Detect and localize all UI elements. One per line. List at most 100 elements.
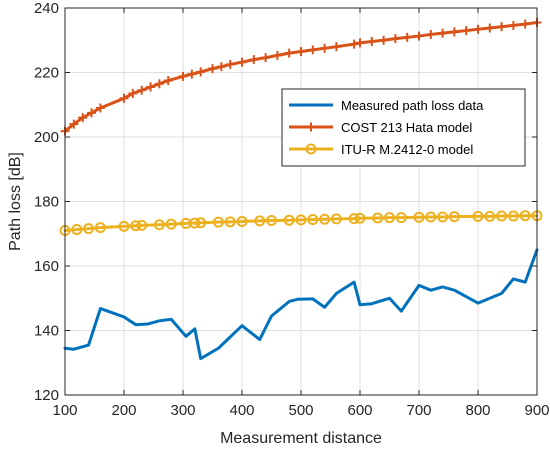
data-point-2 <box>348 213 360 225</box>
data-point-2 <box>330 213 342 225</box>
y-tick-label: 160 <box>34 258 59 275</box>
data-point-1 <box>196 67 206 77</box>
data-point-1 <box>237 57 247 67</box>
data-point-1 <box>187 69 197 79</box>
data-point-1 <box>520 19 530 29</box>
data-point-2 <box>266 215 277 227</box>
y-tick-label: 220 <box>34 65 59 82</box>
y-tick-label: 240 <box>34 0 59 17</box>
legend-marker-2 <box>305 143 317 155</box>
data-point-2 <box>83 223 95 235</box>
data-point-1 <box>355 38 365 48</box>
ticks: 100 200 300 400 500 600 700 800 900 120 140 160 180 2… <box>34 0 550 419</box>
data-point-1 <box>146 82 156 92</box>
data-point-1 <box>119 93 129 103</box>
data-point-2 <box>254 215 266 227</box>
data-point-1 <box>154 79 164 89</box>
data-point-2 <box>165 218 177 230</box>
data-point-1 <box>390 34 400 44</box>
legend-entry-0: Measured path loss data <box>341 98 484 113</box>
series-2 <box>59 210 543 237</box>
data-point-1 <box>261 53 271 63</box>
y-axis-label: Path loss [dB] <box>7 152 24 251</box>
data-point-1 <box>225 59 235 69</box>
data-point-1 <box>137 85 147 95</box>
series-line-0 <box>63 248 539 361</box>
x-tick-label: 400 <box>229 402 254 419</box>
x-tick-label: 700 <box>406 402 431 419</box>
data-point-2 <box>283 214 295 226</box>
data-point-1 <box>485 23 495 33</box>
data-point-1 <box>296 47 306 57</box>
x-tick-label: 800 <box>465 402 490 419</box>
data-point-1 <box>95 103 105 113</box>
data-point-1 <box>367 37 377 47</box>
data-point-2 <box>472 210 484 222</box>
y-tick-label: 120 <box>34 387 59 404</box>
data-point-1 <box>320 43 330 53</box>
x-tick-label: 600 <box>347 402 372 419</box>
legend: Measured path loss data COST 213 Hata mod… <box>281 88 526 167</box>
data-point-2 <box>384 212 395 224</box>
data-point-2 <box>224 216 236 228</box>
data-point-1 <box>308 45 318 55</box>
data-point-2 <box>437 211 449 223</box>
data-point-2 <box>307 214 319 226</box>
data-point-2 <box>519 210 531 222</box>
data-point-1 <box>69 119 79 129</box>
data-point-2 <box>425 211 437 223</box>
x-tick-label: 900 <box>524 402 549 419</box>
y-tick-label: 180 <box>34 194 59 211</box>
data-point-2 <box>212 216 224 228</box>
data-point-1 <box>438 28 448 38</box>
data-point-1 <box>508 20 518 30</box>
data-point-2 <box>484 210 496 222</box>
data-point-2 <box>448 211 460 223</box>
data-point-1 <box>461 26 471 36</box>
data-point-1 <box>78 113 88 123</box>
data-point-2 <box>153 219 165 231</box>
data-point-1 <box>249 55 259 65</box>
x-tick-label: 200 <box>111 402 136 419</box>
data-point-1 <box>128 88 138 98</box>
data-point-2 <box>496 210 508 222</box>
data-point-1 <box>178 71 188 81</box>
data-point-2 <box>395 212 407 224</box>
legend-marker-1 <box>306 122 316 132</box>
data-point-1 <box>284 48 294 58</box>
data-point-2 <box>118 220 130 232</box>
data-point-1 <box>414 31 424 41</box>
x-tick-label: 500 <box>288 402 313 419</box>
data-point-2 <box>136 219 148 231</box>
data-point-2 <box>189 217 201 229</box>
y-tick-label: 200 <box>34 129 59 146</box>
data-point-2 <box>130 220 142 232</box>
data-point-2 <box>295 214 307 226</box>
data-point-1 <box>272 50 282 60</box>
legend-entry-2: ITU-R M.2412-0 model <box>341 142 473 157</box>
data-point-1 <box>449 27 459 37</box>
y-tick-label: 140 <box>34 323 59 340</box>
data-point-1 <box>473 24 483 34</box>
series-line-2 <box>63 214 539 233</box>
data-point-1 <box>87 108 97 118</box>
data-point-2 <box>413 211 425 223</box>
data-point-1 <box>379 35 389 45</box>
data-point-2 <box>236 215 248 227</box>
data-point-2 <box>354 212 366 224</box>
data-point-2 <box>319 213 331 225</box>
data-point-2 <box>507 210 519 222</box>
data-point-1 <box>497 22 507 32</box>
data-point-2 <box>94 222 106 234</box>
data-point-1 <box>402 32 412 42</box>
data-point-1 <box>216 62 226 72</box>
data-point-1 <box>163 76 173 86</box>
x-tick-label: 300 <box>170 402 195 419</box>
x-tick-label: 100 <box>52 402 77 419</box>
data-point-1 <box>208 64 217 74</box>
legend-entry-1: COST 213 Hata model <box>341 120 472 135</box>
x-axis-label: Measurement distance <box>220 430 382 447</box>
data-point-1 <box>426 29 436 39</box>
data-point-1 <box>331 42 341 52</box>
